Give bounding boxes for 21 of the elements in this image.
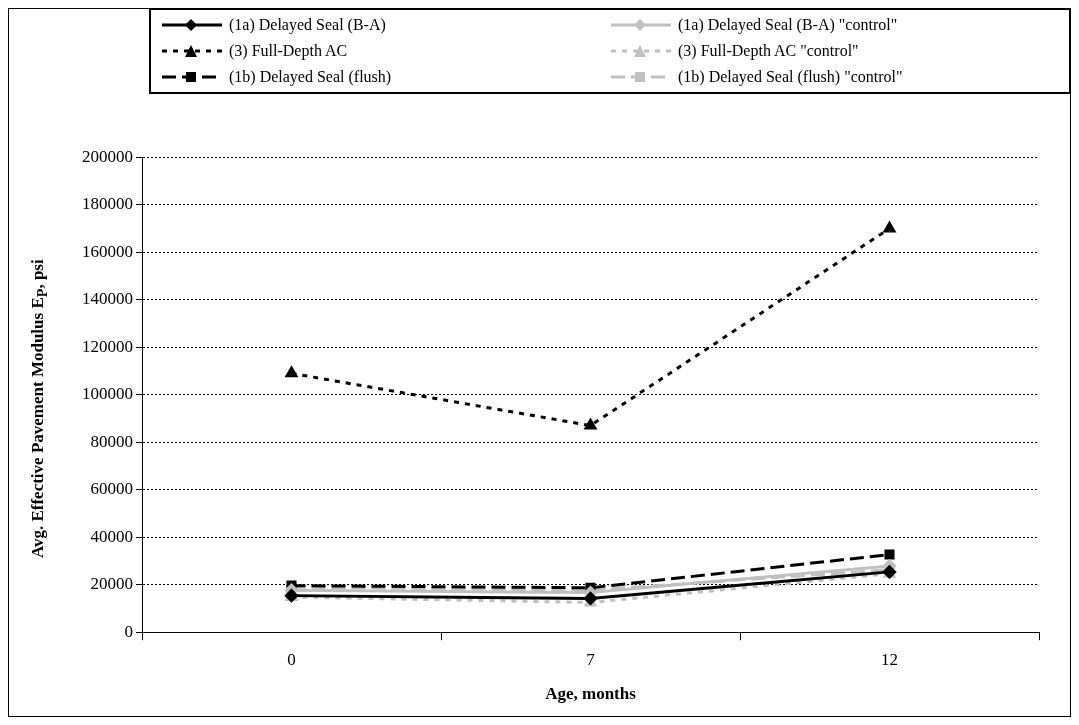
y-tick-label: 120000 bbox=[82, 336, 133, 356]
legend-label: (1b) Delayed Seal (flush) "control" bbox=[678, 68, 903, 86]
y-tick-label: 100000 bbox=[82, 384, 133, 404]
y-tick-label: 160000 bbox=[82, 241, 133, 261]
legend-label: (1a) Delayed Seal (B-A) "control" bbox=[678, 16, 898, 34]
legend-label: (3) Full-Depth AC bbox=[229, 42, 348, 60]
y-tick-label: 0 bbox=[124, 621, 133, 641]
y-tick-label: 200000 bbox=[82, 146, 133, 166]
y-tick-label: 180000 bbox=[82, 194, 133, 214]
legend-label: (1b) Delayed Seal (flush) bbox=[229, 68, 392, 86]
x-tick-label: 7 bbox=[586, 649, 596, 669]
x-tick-label: 0 bbox=[287, 649, 296, 669]
legend-label: (3) Full-Depth AC "control" bbox=[678, 42, 859, 60]
y-tick-label: 80000 bbox=[90, 431, 133, 451]
x-axis-title: Age, months bbox=[545, 684, 637, 704]
y-tick-label: 60000 bbox=[90, 479, 133, 499]
y-tick-label: 20000 bbox=[90, 574, 133, 594]
y-tick-label: 40000 bbox=[90, 526, 133, 546]
x-tick-label: 12 bbox=[881, 649, 898, 669]
legend-label: (1a) Delayed Seal (B-A) bbox=[229, 16, 386, 34]
y-tick-label: 140000 bbox=[82, 289, 133, 309]
